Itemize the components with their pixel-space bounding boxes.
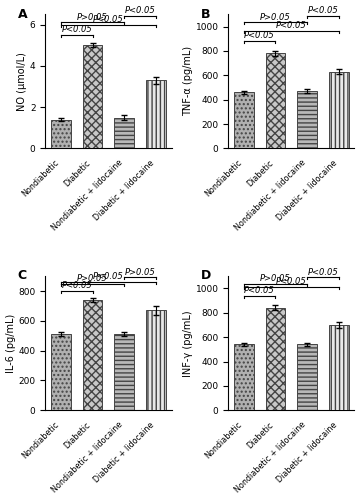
- Bar: [329, 325, 349, 410]
- Text: P<0.05: P<0.05: [61, 25, 92, 34]
- Bar: [114, 334, 134, 410]
- Text: D: D: [201, 270, 211, 282]
- Bar: [297, 91, 317, 148]
- Bar: [234, 92, 253, 148]
- Text: A: A: [18, 8, 27, 20]
- Y-axis label: IL-6 (pg/mL): IL-6 (pg/mL): [5, 314, 15, 373]
- Y-axis label: INF-γ (pg/mL): INF-γ (pg/mL): [183, 310, 193, 376]
- Text: P<0.05: P<0.05: [276, 277, 307, 286]
- Bar: [234, 344, 253, 410]
- Bar: [266, 308, 285, 410]
- Bar: [51, 334, 71, 410]
- Bar: [146, 310, 166, 410]
- Bar: [114, 118, 134, 148]
- Text: P<0.05: P<0.05: [244, 286, 275, 294]
- Bar: [51, 120, 71, 148]
- Text: P<0.05: P<0.05: [93, 272, 124, 281]
- Text: P<0.05: P<0.05: [93, 14, 124, 24]
- Text: P<0.05: P<0.05: [61, 281, 92, 290]
- Text: B: B: [201, 8, 210, 20]
- Bar: [83, 300, 102, 410]
- Bar: [83, 46, 102, 148]
- Text: P>0.05: P>0.05: [260, 274, 291, 283]
- Bar: [266, 54, 285, 148]
- Text: P<0.05: P<0.05: [307, 6, 338, 15]
- Bar: [146, 80, 166, 148]
- Y-axis label: NO (μmol/L): NO (μmol/L): [17, 52, 27, 111]
- Text: P>0.05: P>0.05: [260, 12, 291, 22]
- Bar: [297, 344, 317, 410]
- Text: P>0.05: P>0.05: [125, 268, 156, 277]
- Text: P>0.05: P>0.05: [77, 274, 108, 283]
- Text: P<0.05: P<0.05: [307, 268, 338, 277]
- Y-axis label: TNF-α (pg/mL): TNF-α (pg/mL): [183, 46, 193, 116]
- Text: P>0.05: P>0.05: [77, 12, 108, 22]
- Bar: [329, 72, 349, 148]
- Text: P<0.05: P<0.05: [125, 6, 156, 15]
- Text: C: C: [18, 270, 27, 282]
- Text: P<0.05: P<0.05: [276, 22, 307, 30]
- Text: P<0.05: P<0.05: [244, 31, 275, 40]
